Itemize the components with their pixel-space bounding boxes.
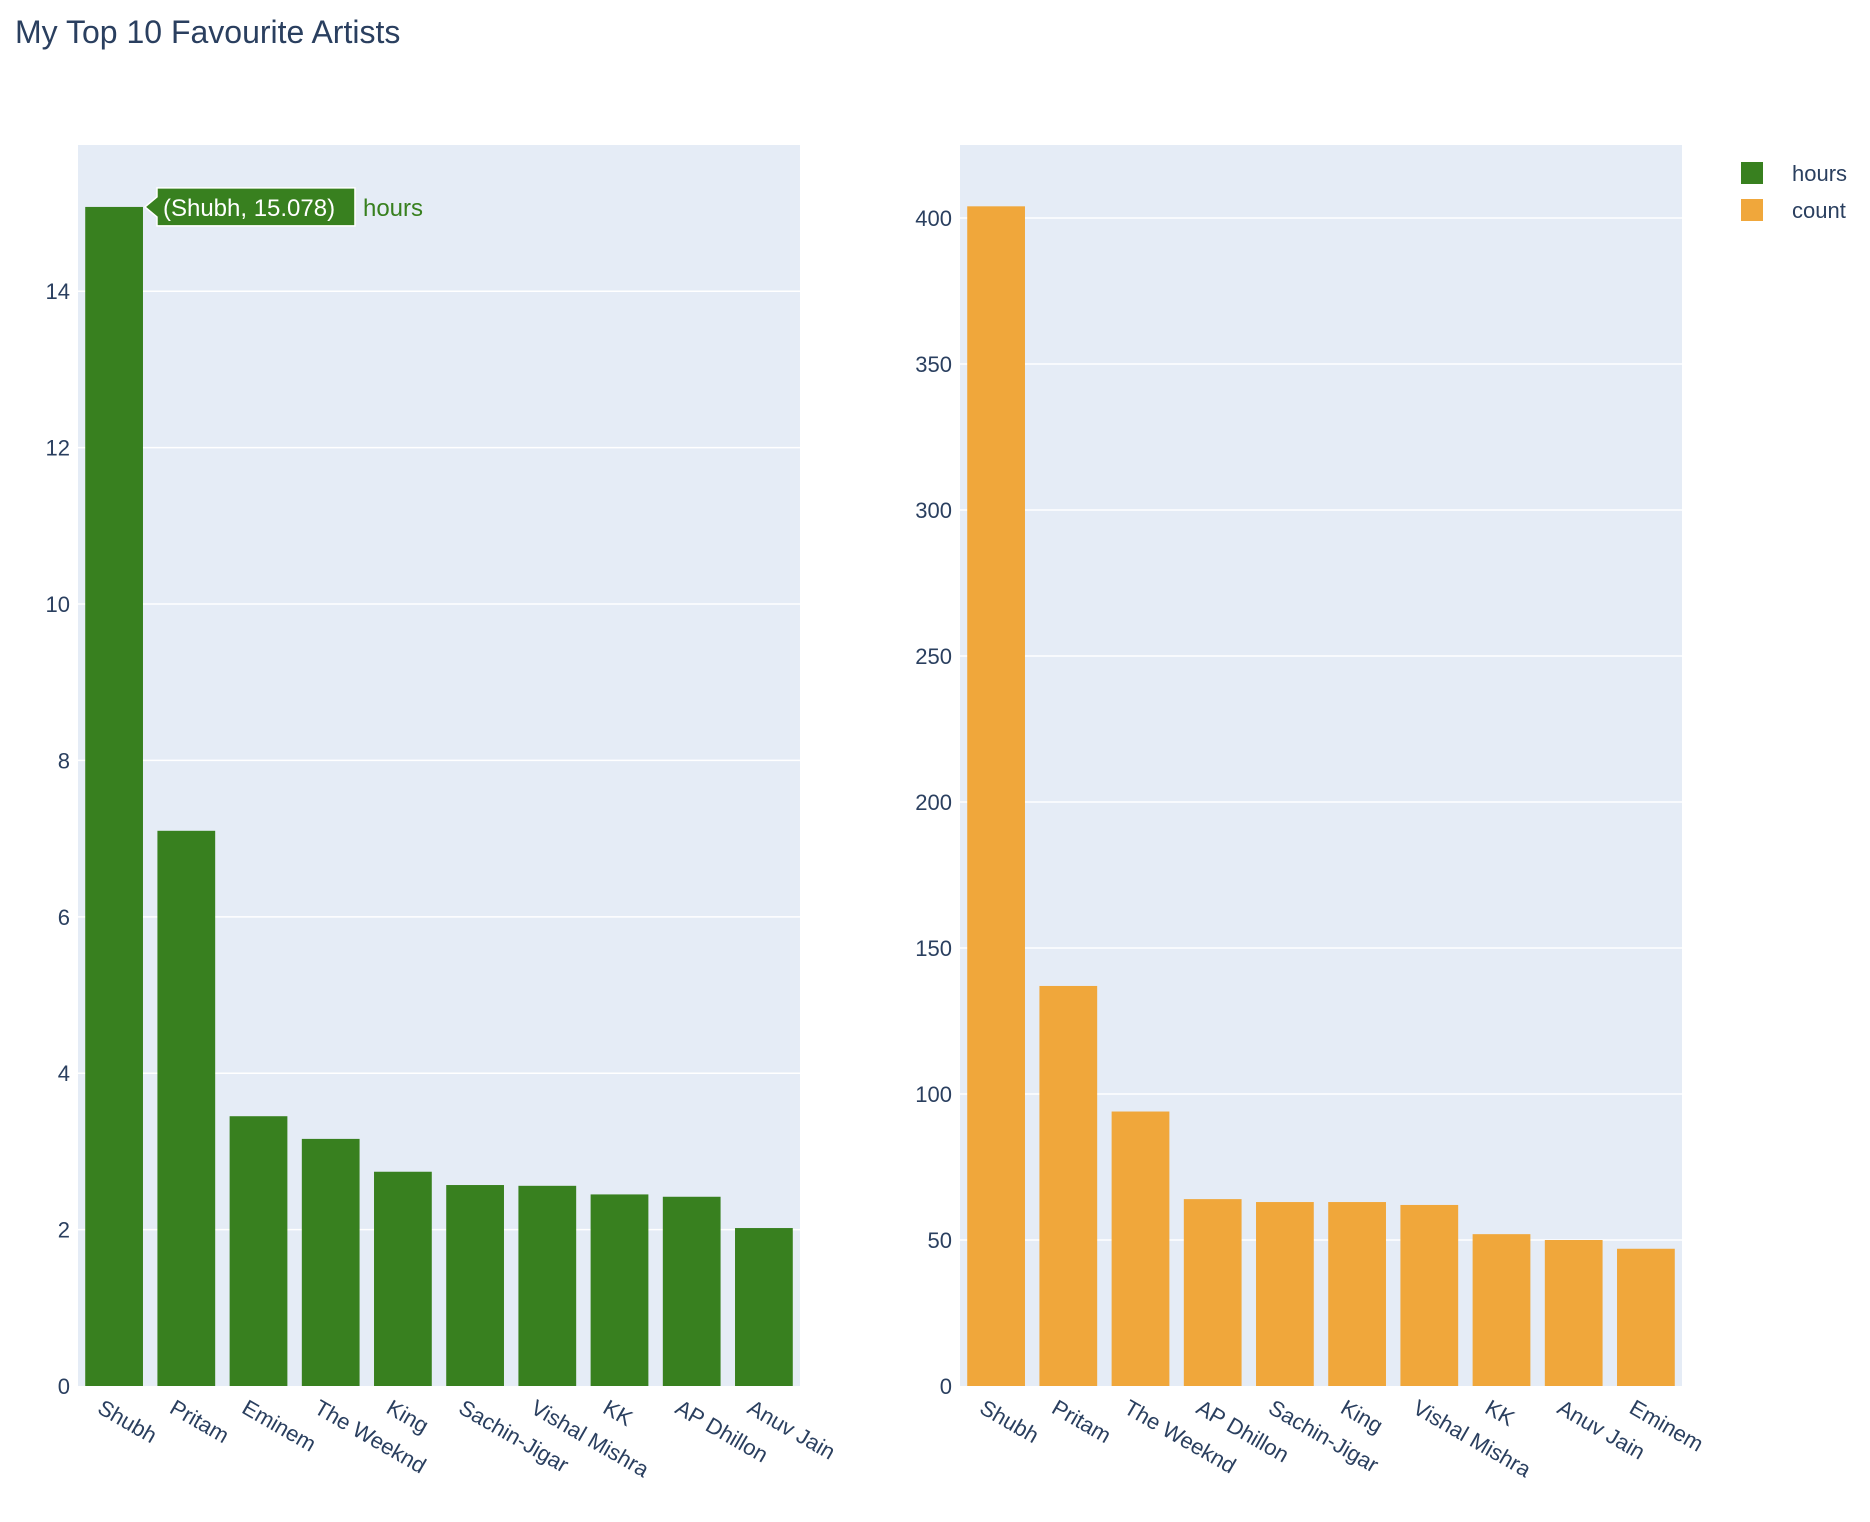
- hours-x-tick-label: King: [382, 1395, 433, 1439]
- hours-y-tick-label: 6: [58, 905, 70, 930]
- hours-x-tick-label: KK: [599, 1395, 637, 1431]
- count-bar-king[interactable]: [1328, 1202, 1386, 1386]
- hours-x-tick-label: Shubh: [94, 1395, 162, 1448]
- count-bar-kk[interactable]: [1472, 1234, 1531, 1386]
- hours-bar-kk[interactable]: [590, 1194, 649, 1386]
- hours-y-tick-label: 2: [58, 1218, 70, 1243]
- count-y-tick-label: 0: [940, 1374, 952, 1399]
- count-panel: 0 50 100 150 200 250 300 350 400 Shubh Pritam The …: [915, 145, 1708, 1483]
- count-y-tick-label: 100: [915, 1082, 952, 1107]
- count-y-tick-label: 200: [915, 790, 952, 815]
- hours-y-ticks: 0 2 4 6 8 10 12 14: [46, 279, 70, 1399]
- hours-y-tick-label: 12: [46, 436, 70, 461]
- hours-y-tick-label: 10: [46, 592, 70, 617]
- hours-x-tick-label: Pritam: [166, 1395, 234, 1448]
- hours-bar-king[interactable]: [374, 1171, 432, 1386]
- hours-bar-eminem[interactable]: [229, 1116, 288, 1386]
- hover-tooltip: (Shubh, 15.078) hours: [143, 187, 423, 227]
- count-y-tick-label: 250: [915, 644, 952, 669]
- hours-x-tick-label: Eminem: [238, 1395, 320, 1457]
- legend-item-hours[interactable]: hours: [1741, 161, 1847, 186]
- chart-title: My Top 10 Favourite Artists: [15, 14, 400, 50]
- count-bar-eminem[interactable]: [1617, 1248, 1675, 1386]
- legend-label-count: count: [1792, 198, 1846, 223]
- hours-bar-vishal-mishra[interactable]: [518, 1185, 577, 1386]
- hours-bar-anuv-jain[interactable]: [735, 1228, 793, 1386]
- count-bar-shubh[interactable]: [967, 206, 1025, 1386]
- count-x-tick-label: Shubh: [976, 1395, 1044, 1448]
- count-bar-anuv-jain[interactable]: [1544, 1240, 1603, 1386]
- count-x-tick-label: King: [1337, 1395, 1388, 1439]
- legend-swatch-hours: [1741, 162, 1763, 184]
- legend-label-hours: hours: [1792, 161, 1847, 186]
- count-bar-sachin-jigar[interactable]: [1256, 1202, 1314, 1386]
- count-bar-vishal-mishra[interactable]: [1400, 1204, 1459, 1386]
- hours-bar-sachin-jigar[interactable]: [446, 1185, 504, 1386]
- count-y-tick-label: 350: [915, 352, 952, 377]
- tooltip-box: [143, 187, 356, 227]
- hours-bar-pritam[interactable]: [157, 830, 216, 1386]
- legend[interactable]: hours count: [1741, 161, 1847, 223]
- count-y-tick-label: 150: [915, 936, 952, 961]
- hours-y-tick-label: 8: [58, 748, 70, 773]
- count-bar-pritam[interactable]: [1039, 985, 1098, 1386]
- hours-bars: [85, 206, 793, 1386]
- hours-y-tick-label: 4: [58, 1061, 70, 1086]
- legend-item-count[interactable]: count: [1741, 198, 1846, 223]
- legend-swatch-count: [1741, 199, 1763, 221]
- count-gridlines: [960, 217, 1682, 1241]
- count-bar-the-weeknd[interactable]: [1111, 1111, 1170, 1386]
- hours-bar-shubh[interactable]: [85, 206, 143, 1386]
- tooltip-value: (Shubh, 15.078): [163, 195, 335, 222]
- count-y-ticks: 0 50 100 150 200 250 300 350 400: [915, 206, 952, 1399]
- count-x-tick-label: KK: [1481, 1395, 1519, 1431]
- count-bar-ap-dhillon[interactable]: [1183, 1199, 1242, 1386]
- count-bars: [967, 206, 1675, 1386]
- count-y-tick-label: 300: [915, 498, 952, 523]
- hours-bar-ap-dhillon[interactable]: [662, 1196, 721, 1386]
- count-y-tick-label: 400: [915, 206, 952, 231]
- hours-bar-the-weeknd[interactable]: [301, 1138, 360, 1386]
- hours-y-tick-label: 14: [46, 279, 70, 304]
- tooltip-series-name: hours: [363, 195, 423, 222]
- count-y-tick-label: 50: [928, 1228, 952, 1253]
- hours-y-tick-label: 0: [58, 1374, 70, 1399]
- count-x-tick-label: Pritam: [1048, 1395, 1116, 1448]
